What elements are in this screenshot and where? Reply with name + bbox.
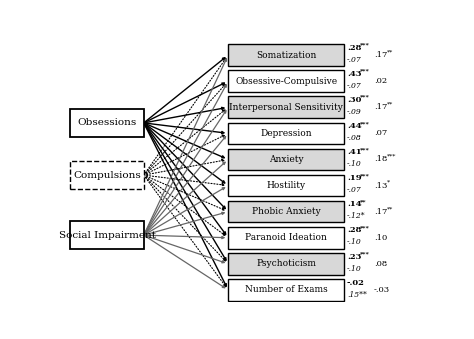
Text: Obsessive-Compulsive: Obsessive-Compulsive [235,77,337,86]
Text: Somatization: Somatization [256,51,316,60]
FancyBboxPatch shape [70,109,144,137]
Text: -.02: -.02 [347,279,365,287]
Text: ***: *** [360,43,370,47]
Text: -.12*: -.12* [347,212,365,220]
Text: ***: *** [360,95,370,100]
Text: .17: .17 [374,208,387,216]
Text: -.03: -.03 [374,286,390,294]
Text: .19: .19 [347,174,362,182]
Text: .13: .13 [374,182,387,190]
Text: -.08: -.08 [347,134,362,142]
FancyBboxPatch shape [228,175,344,196]
Text: .41: .41 [347,148,362,156]
FancyBboxPatch shape [228,122,344,144]
FancyBboxPatch shape [70,221,144,249]
Text: -.10: -.10 [347,160,362,168]
Text: -.07: -.07 [347,82,362,90]
Text: .10: .10 [374,234,387,242]
Text: Phobic Anxiety: Phobic Anxiety [252,207,320,216]
Text: Paranoid Ideation: Paranoid Ideation [245,233,327,242]
Text: **: ** [387,49,393,54]
Text: .07: .07 [374,129,387,137]
Text: Obsessions: Obsessions [77,118,137,127]
Text: ***: *** [387,154,397,159]
FancyBboxPatch shape [228,44,344,66]
Text: ***: *** [360,225,370,230]
FancyBboxPatch shape [228,201,344,222]
Text: **: ** [387,206,393,211]
FancyBboxPatch shape [228,253,344,275]
Text: .18: .18 [374,156,387,163]
Text: -.07: -.07 [347,186,362,194]
Text: .08: .08 [374,260,387,268]
Text: Interpersonal Sensitivity: Interpersonal Sensitivity [229,103,343,112]
Text: .17: .17 [374,51,387,59]
Text: *: * [387,180,391,185]
FancyBboxPatch shape [228,148,344,170]
FancyBboxPatch shape [228,70,344,92]
Text: Number of Exams: Number of Exams [245,285,328,295]
Text: .02: .02 [374,77,387,85]
FancyBboxPatch shape [228,227,344,248]
Text: **: ** [360,199,366,204]
Text: .17: .17 [374,103,387,111]
Text: ***: *** [360,173,370,178]
Text: .15**: .15** [347,291,367,299]
Text: ***: *** [360,121,370,126]
FancyBboxPatch shape [70,161,144,189]
Text: .14: .14 [347,200,362,208]
Text: .30: .30 [347,96,361,104]
Text: ***: *** [360,252,370,256]
Text: Social Impairment: Social Impairment [58,231,155,240]
FancyBboxPatch shape [228,279,344,301]
Text: Psychoticism: Psychoticism [256,259,316,268]
Text: ***: *** [360,69,370,74]
Text: Anxiety: Anxiety [269,155,303,164]
Text: -.07: -.07 [347,56,362,64]
Text: Hostility: Hostility [266,181,306,190]
Text: Depression: Depression [260,129,312,138]
Text: -.09: -.09 [347,108,362,116]
Text: -.10: -.10 [347,238,362,246]
Text: -.10: -.10 [347,264,362,273]
Text: .28: .28 [347,44,361,52]
Text: .28: .28 [347,226,361,235]
Text: Compulsions: Compulsions [73,171,141,180]
Text: .23: .23 [347,253,361,261]
Text: .43: .43 [347,70,361,78]
Text: .44: .44 [347,122,362,130]
Text: **: ** [387,102,393,106]
FancyBboxPatch shape [228,96,344,118]
Text: ***: *** [360,147,370,152]
